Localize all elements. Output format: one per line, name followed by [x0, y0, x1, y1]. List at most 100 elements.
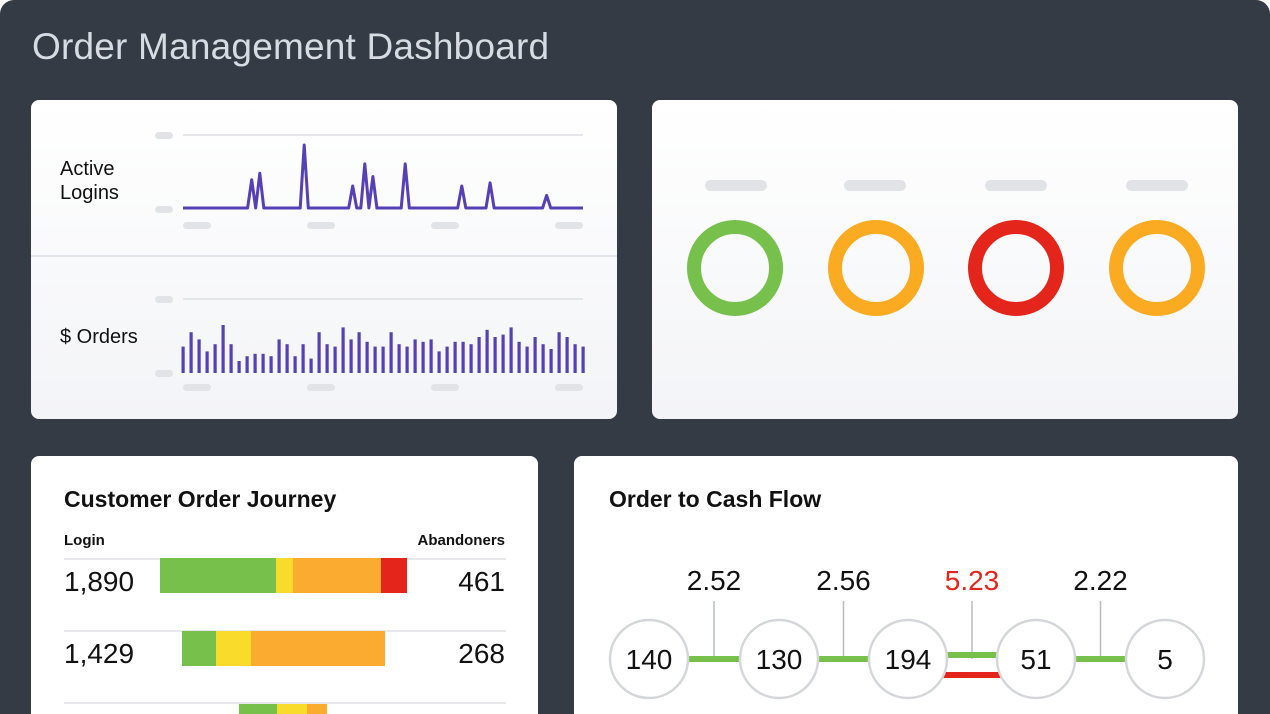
orders-bar — [357, 332, 361, 373]
flow-node — [867, 618, 949, 700]
metrics-divider — [31, 255, 617, 257]
flow-node-value: 51 — [1020, 644, 1051, 675]
orders-bar — [333, 346, 337, 373]
flow-node — [608, 618, 690, 700]
orders-bar — [293, 356, 297, 373]
flow-node — [995, 618, 1077, 700]
active-logins-label-line2: Logins — [60, 182, 119, 204]
orders-bar — [269, 356, 273, 373]
orders-bar — [277, 339, 281, 373]
axis-placeholder — [431, 222, 459, 229]
orders-bar — [469, 344, 473, 373]
orders-bar — [565, 337, 569, 373]
funnel-segment — [160, 558, 277, 593]
axis-placeholder — [155, 206, 173, 213]
flow-card: Order to Cash Flow 2.52 2.56 5.23 2.22 140 13… — [574, 456, 1238, 714]
journey-funnel-bar — [239, 704, 328, 714]
orders-bar — [541, 344, 545, 373]
axis-placeholder — [155, 132, 173, 139]
orders-bar — [485, 329, 489, 373]
orders-bar — [181, 346, 185, 373]
axis-placeholder — [307, 384, 335, 391]
axis-placeholder — [183, 384, 211, 391]
active-logins-line — [183, 143, 583, 210]
orders-bar — [309, 358, 313, 373]
journey-row-abandoners-value: 461 — [458, 566, 505, 597]
journey-funnel-bar — [182, 631, 385, 666]
status-ring-1 — [687, 220, 783, 316]
funnel-segment — [381, 558, 407, 593]
orders-bar — [349, 339, 353, 373]
orders-bar — [389, 332, 393, 373]
status-card — [652, 100, 1238, 419]
orders-bar — [221, 325, 225, 373]
orders-bar — [477, 337, 481, 373]
axis-placeholder — [155, 296, 173, 303]
journey-title: Customer Order Journey — [64, 486, 337, 512]
orders-bar — [533, 337, 537, 373]
orders-bar — [493, 337, 497, 373]
orders-label: $ Orders — [60, 326, 138, 348]
login-column-header: Login — [64, 532, 105, 549]
orders-bar — [549, 349, 553, 373]
orders-bar — [517, 341, 521, 373]
status-ring-3 — [968, 220, 1064, 316]
orders-bar — [525, 346, 529, 373]
orders-bar — [189, 332, 193, 373]
axis-placeholder — [555, 222, 583, 229]
axis-placeholder — [307, 222, 335, 229]
orders-bar — [429, 339, 433, 373]
flow-node-value: 5 — [1157, 644, 1173, 675]
status-label-placeholder — [1126, 180, 1188, 191]
axis-placeholder — [555, 384, 583, 391]
orders-bar — [237, 361, 241, 373]
journey-row-login-value: 1,890 — [64, 566, 135, 597]
axis-placeholder — [431, 384, 459, 391]
funnel-segment — [292, 558, 383, 593]
orders-bar — [381, 346, 385, 373]
active-logins-label: Active Logins — [60, 157, 119, 205]
orders-bar — [229, 344, 233, 373]
orders-chart — [181, 298, 585, 373]
status-ring-2 — [828, 220, 924, 316]
orders-bar — [325, 344, 329, 373]
funnel-segment — [216, 631, 252, 666]
journey-card: Customer Order Journey Login Abandoners … — [31, 456, 538, 714]
flow-link-value: 5.23 — [945, 565, 1000, 596]
flow-node — [738, 618, 820, 700]
orders-bar — [213, 344, 217, 373]
journey-funnel-bar — [160, 558, 407, 593]
flow-node-value: 194 — [885, 644, 932, 675]
orders-bar — [573, 344, 577, 373]
orders-bar — [317, 332, 321, 373]
orders-bar — [501, 334, 505, 373]
orders-bar — [453, 341, 457, 373]
funnel-segment — [306, 704, 328, 714]
orders-bar — [557, 332, 561, 373]
flow-node-value: 130 — [756, 644, 803, 675]
flow-link-value: 2.22 — [1073, 565, 1128, 596]
flow-title: Order to Cash Flow — [609, 486, 822, 512]
funnel-segment — [250, 631, 385, 666]
orders-bar — [461, 341, 465, 373]
orders-bar — [253, 353, 257, 373]
funnel-segment — [276, 704, 307, 714]
orders-bar — [197, 339, 201, 373]
status-rings — [687, 220, 1205, 316]
active-logins-label-line1: Active — [60, 158, 115, 180]
orders-bar — [373, 346, 377, 373]
axis-placeholder — [155, 370, 173, 377]
flow-node-value: 140 — [626, 644, 673, 675]
orders-bar — [397, 344, 401, 373]
orders-bar — [437, 351, 441, 373]
row-divider — [64, 702, 506, 704]
status-label-placeholder — [844, 180, 906, 191]
journey-row-abandoners-value: 268 — [458, 638, 505, 669]
axis-placeholder — [183, 222, 211, 229]
journey-row-login-value: 1,429 — [64, 638, 135, 669]
funnel-segment — [182, 631, 217, 666]
orders-bar — [413, 339, 417, 373]
funnel-segment — [239, 704, 278, 714]
orders-bar — [261, 353, 265, 373]
flow-link-value: 2.56 — [816, 565, 871, 596]
